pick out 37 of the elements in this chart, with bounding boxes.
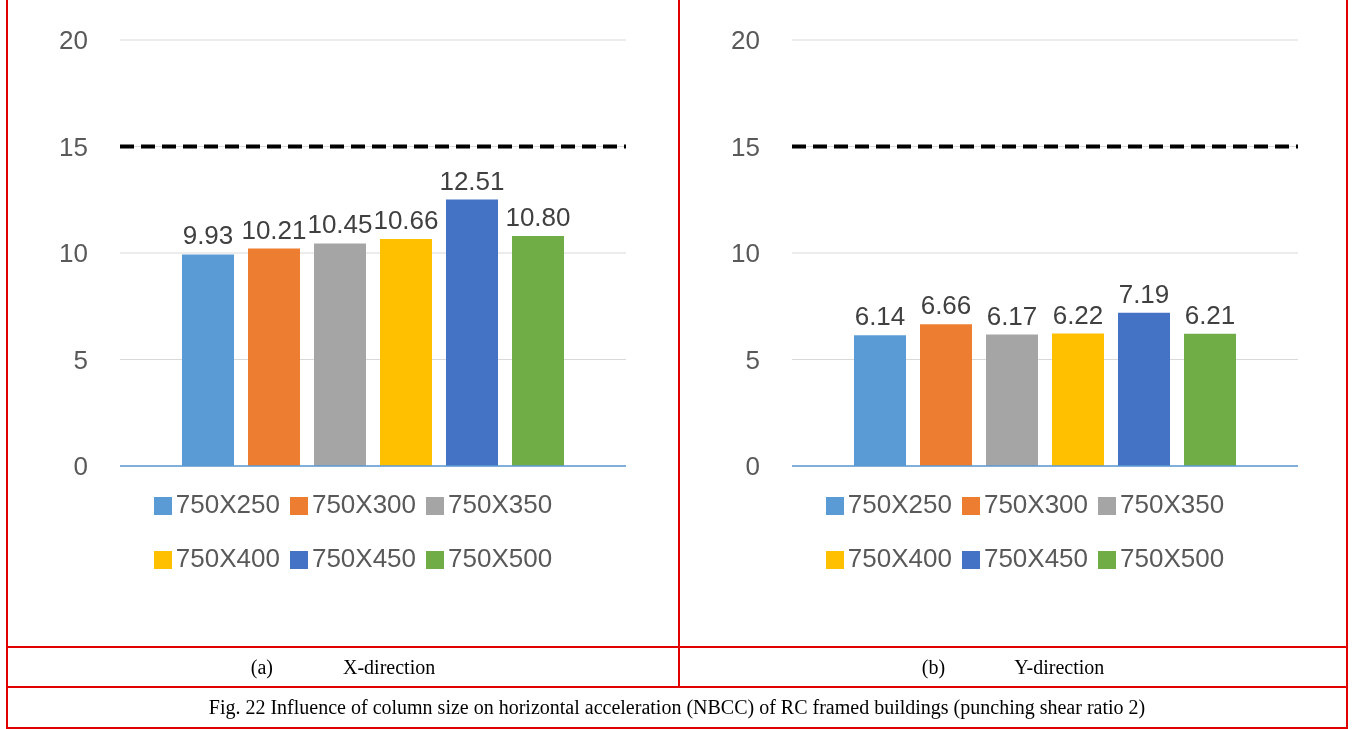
y-tick-label: 20 xyxy=(731,25,760,56)
legend-label: 750X250 xyxy=(847,489,952,519)
text: (a) X-direction xyxy=(249,655,437,681)
data-label: 9.93 xyxy=(182,220,234,251)
legend-label: 750X300 xyxy=(311,489,417,519)
y-tick-label: 10 xyxy=(731,238,760,269)
data-label: 10.45 xyxy=(307,209,373,240)
caption: Fig. 22 Influence of column size on horizontal acceleration (NBCC) of RC framed buildings (punching shear ratio 2) xyxy=(208,696,1146,718)
data-label: 7.19 xyxy=(1118,278,1170,309)
y-tick-label: 0 xyxy=(73,451,88,482)
data-label: 12.51 xyxy=(439,165,505,196)
legend-label: 750X250 xyxy=(175,489,280,519)
legend-label: 750X450 xyxy=(311,543,417,573)
data-label: 10.21 xyxy=(241,214,307,245)
legend-label: 750X350 xyxy=(1120,489,1225,519)
y-tick-label: 5 xyxy=(745,344,760,375)
y-tick-label: 0 xyxy=(745,451,760,482)
data-label: 10.80 xyxy=(505,201,571,232)
legend-label: 750X450 xyxy=(983,543,1089,573)
y-tick-label: 15 xyxy=(731,131,760,162)
data-label: 6.22 xyxy=(1052,299,1104,330)
y-tick-label: 15 xyxy=(59,131,88,162)
data-label: 6.14 xyxy=(854,301,906,332)
legend-label: 750X400 xyxy=(847,543,952,573)
legend-label: 750X350 xyxy=(448,489,553,519)
data-label: 6.17 xyxy=(986,300,1038,331)
legend-label: 750X500 xyxy=(448,543,553,573)
text: (b) Y-direction xyxy=(920,655,1106,681)
y-tick-label: 20 xyxy=(59,25,88,56)
y-tick-label: 10 xyxy=(59,238,88,269)
data-label: 10.66 xyxy=(373,204,439,235)
y-tick-label: 5 xyxy=(73,344,88,375)
data-label: 6.21 xyxy=(1184,299,1236,330)
data-label: 6.66 xyxy=(920,290,972,321)
legend-label: 750X500 xyxy=(1120,543,1225,573)
legend-label: 750X300 xyxy=(983,489,1089,519)
legend-label: 750X400 xyxy=(175,543,280,573)
